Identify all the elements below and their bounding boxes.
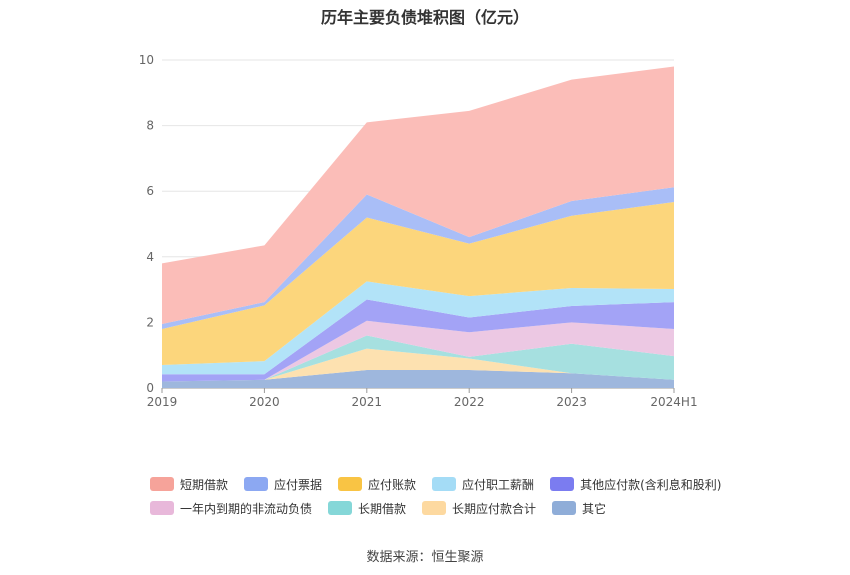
area-series-7 [162, 187, 674, 329]
y-tick-label: 10 [139, 53, 154, 67]
legend-label: 其他应付款(含利息和股利) [580, 477, 722, 492]
area-series-6 [162, 202, 674, 366]
x-tick-label: 2022 [454, 395, 485, 409]
legend-item[interactable]: 短期借款 [150, 476, 228, 493]
legend-swatch [150, 477, 174, 491]
chart-title: 历年主要负债堆积图（亿元） [320, 8, 529, 27]
legend-label: 应付账款 [368, 477, 417, 492]
area-layer [162, 66, 674, 388]
y-tick-label: 4 [146, 250, 154, 264]
legend-label: 长期应付款合计 [452, 501, 537, 516]
legend-swatch [338, 477, 363, 491]
x-tick-label: 2021 [352, 395, 383, 409]
data-source-note: 数据来源：恒生聚源 [366, 550, 484, 565]
legend-swatch [550, 477, 575, 491]
legend-row: 短期借款 应付票据 应付账款 应付职工薪酬 其他应付款(含利息和股利) [150, 472, 750, 496]
x-tick-label: 2024H1 [650, 395, 697, 409]
legend-item[interactable]: 应付职工薪酬 [432, 476, 534, 493]
stacked-area-chart: 0 2 4 6 8 10 2019 2020 2021 2022 2023 2024H1 [139, 53, 698, 409]
legend-swatch [422, 501, 447, 515]
legend-label: 应付职工薪酬 [462, 477, 535, 492]
x-tick-label: 2023 [556, 395, 587, 409]
x-tick-label: 2019 [147, 395, 178, 409]
legend-label: 其它 [582, 501, 607, 516]
legend-swatch [552, 501, 577, 515]
area-series-1 [162, 348, 674, 382]
y-tick-label: 6 [146, 184, 154, 198]
area-series-8 [162, 66, 674, 325]
legend-label: 一年内到期的非流动负债 [180, 501, 313, 516]
legend-swatch [150, 501, 174, 515]
legend-label: 短期借款 [180, 477, 229, 492]
legend-row: 一年内到期的非流动负债 长期借款 长期应付款合计 其它 [150, 496, 750, 520]
y-tick-label: 2 [146, 315, 154, 329]
legend-label: 长期借款 [358, 501, 407, 516]
x-tick-label: 2020 [249, 395, 280, 409]
legend-label: 应付票据 [274, 477, 323, 492]
legend-item[interactable]: 其它 [552, 500, 606, 517]
legend-item[interactable]: 一年内到期的非流动负债 [150, 500, 312, 517]
legend-item[interactable]: 长期应付款合计 [422, 500, 536, 517]
legend-item[interactable]: 其他应付款(含利息和股利) [550, 476, 721, 493]
legend-swatch [328, 501, 353, 515]
area-series-2 [162, 335, 674, 382]
legend-item[interactable]: 长期借款 [328, 500, 406, 517]
area-series-4 [162, 299, 674, 382]
axis-layer: 0 2 4 6 8 10 2019 2020 2021 2022 2023 2024H1 [139, 53, 698, 409]
area-series-0 [162, 369, 674, 388]
legend-item[interactable]: 应付账款 [338, 476, 416, 493]
y-tick-label: 8 [146, 119, 154, 133]
y-tick-label: 0 [146, 381, 154, 395]
legend-item[interactable]: 应付票据 [244, 476, 322, 493]
legend-swatch [244, 477, 269, 491]
legend-swatch [432, 477, 457, 491]
area-series-3 [162, 320, 674, 382]
chart-legend: 短期借款 应付票据 应付账款 应付职工薪酬 其他应付款(含利息和股利) 一年内到期的非流动… [150, 472, 750, 520]
area-series-5 [162, 281, 674, 375]
